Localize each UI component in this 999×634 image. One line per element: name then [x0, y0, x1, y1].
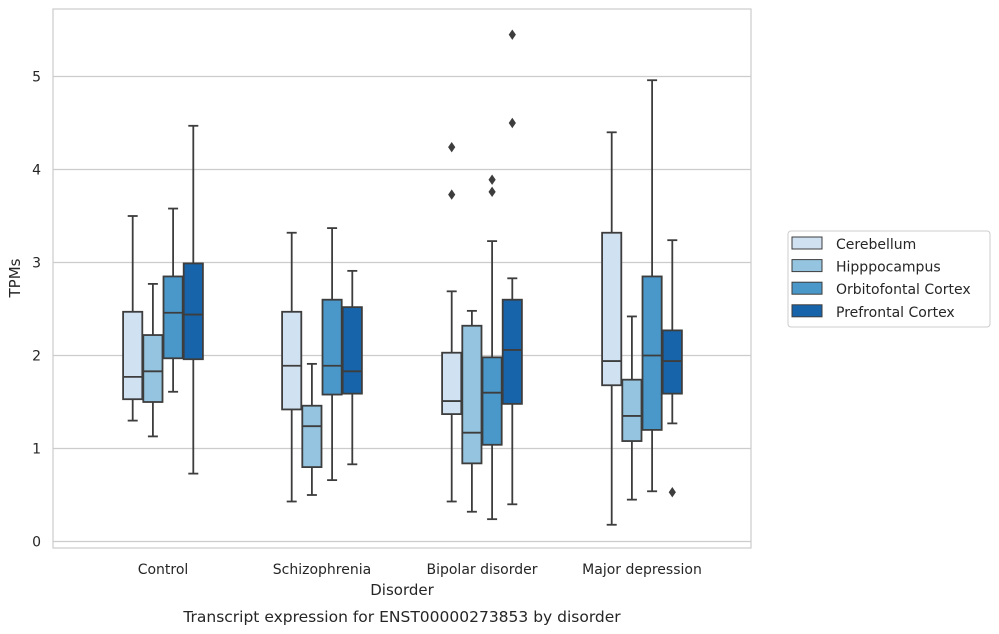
box-hipppocampus: [461, 309, 483, 513]
y-tick-label: 2: [32, 349, 41, 365]
outlier-point: [488, 186, 496, 198]
x-tick-labels: Control Schizophrenia Bipolar disorder Majo…: [138, 562, 702, 578]
box-body: [321, 298, 343, 396]
box-orbitofontal-cortex: [162, 207, 184, 393]
legend-label: Orbitofontal Cortex: [836, 282, 971, 298]
legend-label: Prefrontal Cortex: [836, 305, 955, 321]
box-body: [162, 275, 184, 360]
box-body: [341, 306, 363, 395]
outlier-point: [488, 174, 496, 185]
y-tick-label: 3: [32, 256, 41, 272]
box-cerebellum: [441, 141, 463, 503]
y-tick-label: 0: [32, 535, 41, 551]
box-prefrontal-cortex: [501, 29, 523, 506]
box-prefrontal-cortex: [661, 239, 683, 498]
box-hipppocampus: [142, 282, 164, 438]
box-prefrontal-cortex: [182, 124, 204, 475]
y-tick-label: 5: [32, 70, 41, 86]
box-cerebellum: [122, 215, 144, 422]
box-prefrontal-cortex: [341, 269, 363, 466]
box-body: [441, 351, 463, 415]
plot-frame: [52, 8, 752, 549]
y-tick-label: 1: [32, 442, 41, 458]
y-tick-label: 4: [32, 163, 41, 179]
box-cerebellum: [281, 231, 303, 503]
box-body: [122, 310, 144, 401]
box-orbitofontal-cortex: [321, 227, 343, 482]
legend: Cerebellum Hipppocampus Orbitofontal Corte…: [787, 230, 991, 328]
legend-swatch: [791, 259, 823, 273]
box-plots: [122, 29, 683, 526]
box-body: [281, 310, 303, 411]
x-tick-label: Major depression: [582, 562, 702, 578]
y-tick-labels: 0 1 2 3 4 5: [32, 70, 41, 551]
legend-frame: [787, 230, 991, 328]
legend-swatch: [791, 236, 823, 250]
box-body: [641, 275, 663, 431]
legend-swatch: [791, 304, 823, 318]
legend-label: Hipppocampus: [836, 260, 941, 276]
outlier-point: [508, 117, 516, 129]
x-axis-title: Disorder: [370, 581, 434, 599]
outlier-point: [448, 189, 456, 200]
x-tick-label: Schizophrenia: [273, 562, 371, 578]
chart-caption: Transcript expression for ENST0000027385…: [182, 608, 621, 626]
box-body: [501, 298, 523, 405]
box-body: [142, 334, 164, 403]
y-axis-title: TPMs: [6, 258, 24, 298]
box-body: [621, 378, 643, 442]
box-hipppocampus: [621, 315, 643, 501]
box-body: [661, 329, 683, 395]
box-orbitofontal-cortex: [641, 79, 663, 493]
outlier-point: [448, 141, 456, 153]
box-body: [481, 356, 503, 446]
box-body: [601, 231, 623, 387]
legend-label: Cerebellum: [836, 237, 916, 253]
box-body: [301, 404, 323, 469]
box-orbitofontal-cortex: [481, 174, 503, 521]
box-cerebellum: [601, 131, 623, 526]
box-hipppocampus: [301, 362, 323, 496]
box-body: [461, 324, 483, 465]
legend-swatch: [791, 281, 823, 295]
x-tick-label: Control: [138, 562, 189, 578]
outlier-point: [508, 29, 516, 40]
x-tick-label: Bipolar disorder: [426, 562, 537, 578]
box-body: [182, 262, 204, 361]
outlier-point: [668, 487, 676, 498]
